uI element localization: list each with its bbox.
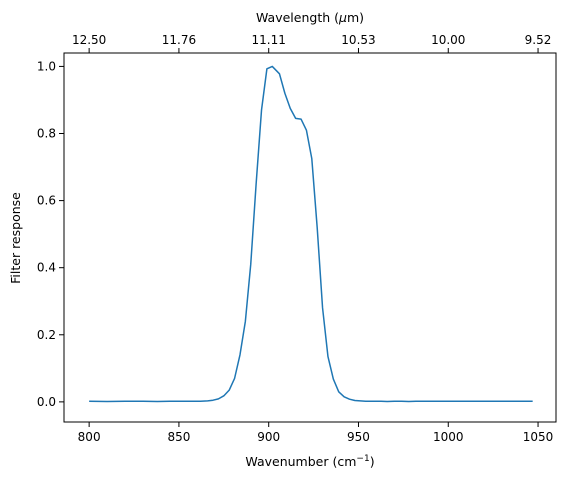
top-tick-label: 10.00 <box>431 33 465 47</box>
y-axis-title: Filter response <box>8 192 23 284</box>
x-tick-label: 1000 <box>433 430 464 444</box>
y-tick-label: 0.8 <box>37 127 56 141</box>
top-axis-title: Wavelength (μm) <box>256 10 364 25</box>
y-tick-label: 0.2 <box>37 328 56 342</box>
x-tick-label: 1050 <box>523 430 554 444</box>
top-tick-label: 10.53 <box>341 33 375 47</box>
y-tick-label: 0.6 <box>37 194 56 208</box>
x-axis-title: Wavenumber (cm−1) <box>245 454 374 469</box>
y-tick-label: 1.0 <box>37 59 56 73</box>
top-tick-label: 11.76 <box>162 33 196 47</box>
x-tick-label: 950 <box>347 430 370 444</box>
top-x-axis: 12.50 11.76 11.11 10.53 10.00 9.52 <box>72 33 551 53</box>
x-tick-label: 850 <box>167 430 190 444</box>
y-tick-label: 0.4 <box>37 261 56 275</box>
x-tick-label: 900 <box>257 430 280 444</box>
y-axis: 0.0 0.2 0.4 0.6 0.8 1.0 <box>37 59 64 409</box>
top-tick-label: 12.50 <box>72 33 106 47</box>
plot-area <box>63 52 557 423</box>
top-tick-label: 11.11 <box>252 33 286 47</box>
top-tick-label: 9.52 <box>525 33 552 47</box>
x-tick-label: 800 <box>78 430 101 444</box>
y-tick-label: 0.0 <box>37 395 56 409</box>
bottom-x-axis: 800 850 900 950 1000 1050 <box>78 422 554 444</box>
series-line <box>89 65 533 403</box>
